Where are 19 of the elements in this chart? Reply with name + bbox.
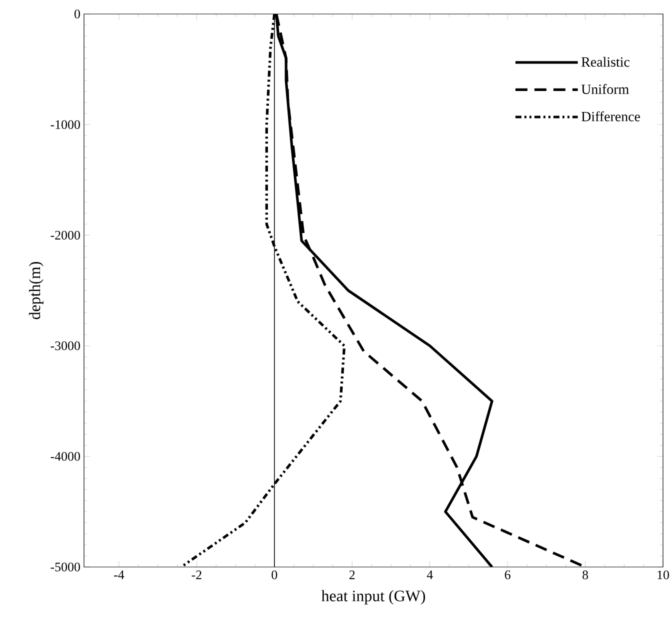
x-tick-label: 10 xyxy=(658,570,669,580)
x-tick-label: 2 xyxy=(349,570,355,580)
y-tick-label: -4000 xyxy=(50,452,80,461)
y-tick-label: -3000 xyxy=(50,341,80,350)
y-tick-label: -2000 xyxy=(50,230,80,240)
x-tick-label: 6 xyxy=(504,570,510,580)
x-tick-label: -4 xyxy=(114,570,124,580)
x-tick-label: 4 xyxy=(426,570,433,580)
y-tick-label: -1000 xyxy=(50,120,80,129)
x-tick-label: 0 xyxy=(272,570,278,580)
legend-label: Uniform xyxy=(581,84,629,94)
y-tick-label: -5000 xyxy=(50,562,80,572)
y-tick-label: 0 xyxy=(74,10,80,18)
x-tick-label: 8 xyxy=(582,570,588,580)
legend-label: Difference xyxy=(581,111,640,122)
x-tick-label: -2 xyxy=(192,570,202,580)
y-axis-title: depth(m) xyxy=(28,262,44,320)
legend-label: Realistic xyxy=(581,56,630,67)
x-axis-title: heat input (GW) xyxy=(321,590,426,605)
